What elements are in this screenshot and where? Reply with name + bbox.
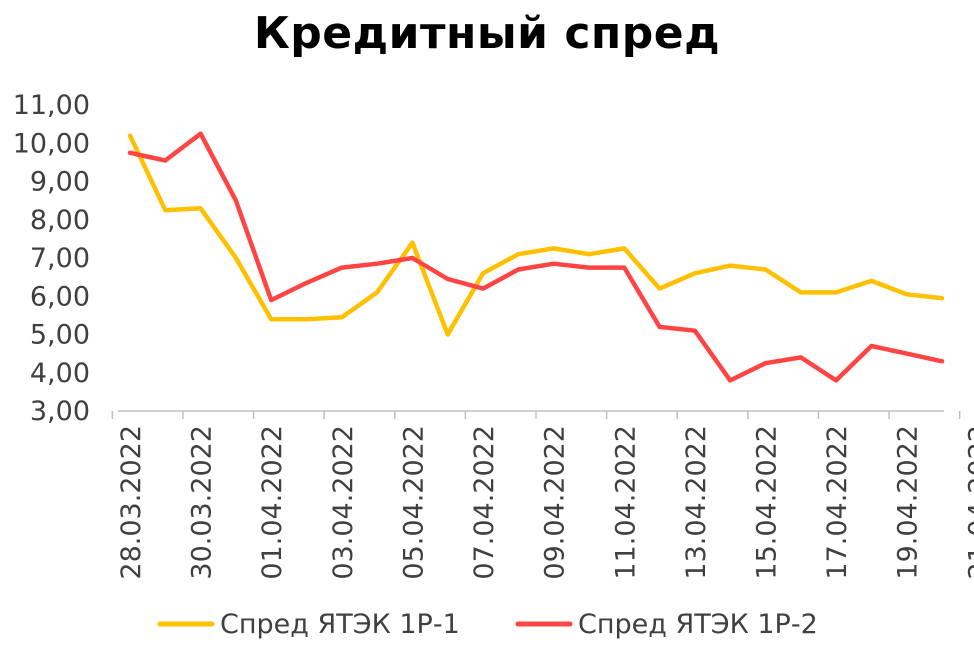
x-tick-label: 30.03.2022 xyxy=(187,425,218,580)
y-tick-label: 8,00 xyxy=(30,205,90,236)
legend: Спред ЯТЭК 1Р-1 Спред ЯТЭК 1Р-2 xyxy=(157,609,818,640)
y-tick-label: 6,00 xyxy=(30,281,90,312)
x-tick-label: 07.04.2022 xyxy=(469,425,500,580)
y-tick-label: 10,00 xyxy=(13,128,90,159)
x-tick-label: 19.04.2022 xyxy=(893,425,924,580)
x-tick-label: 15.04.2022 xyxy=(751,425,782,580)
x-tick-label: 05.04.2022 xyxy=(398,425,429,580)
x-tick-label: 03.04.2022 xyxy=(328,425,359,580)
x-tick-label: 11.04.2022 xyxy=(610,425,641,580)
legend-label-1: Спред ЯТЭК 1Р-1 xyxy=(220,609,460,640)
x-tick-label: 09.04.2022 xyxy=(540,425,571,580)
x-tick-label: 01.04.2022 xyxy=(257,425,288,580)
y-tick-label: 4,00 xyxy=(30,358,90,389)
series-lines xyxy=(127,131,945,383)
y-tick-label: 9,00 xyxy=(30,167,90,198)
series-line-1 xyxy=(127,133,945,337)
series-line-2 xyxy=(127,131,945,383)
legend-label-2: Спред ЯТЭК 1Р-2 xyxy=(578,609,818,640)
chart-title: Кредитный спред xyxy=(253,8,721,59)
x-tick-label: 17.04.2022 xyxy=(822,425,853,580)
y-tick-label: 11,00 xyxy=(13,90,90,121)
y-tick-label: 5,00 xyxy=(30,320,90,351)
axes: 3,00 4,00 5,00 6,00 7,00 8,00 9,00 10,00 11,00 28… xyxy=(13,90,974,580)
x-tick-label: 28.03.2022 xyxy=(116,425,147,580)
x-tick-label: 13.04.2022 xyxy=(681,425,712,580)
x-tick-label: 21.04.2022 xyxy=(963,425,974,580)
y-tick-label: 3,00 xyxy=(30,396,90,427)
y-tick-label: 7,00 xyxy=(30,243,90,274)
